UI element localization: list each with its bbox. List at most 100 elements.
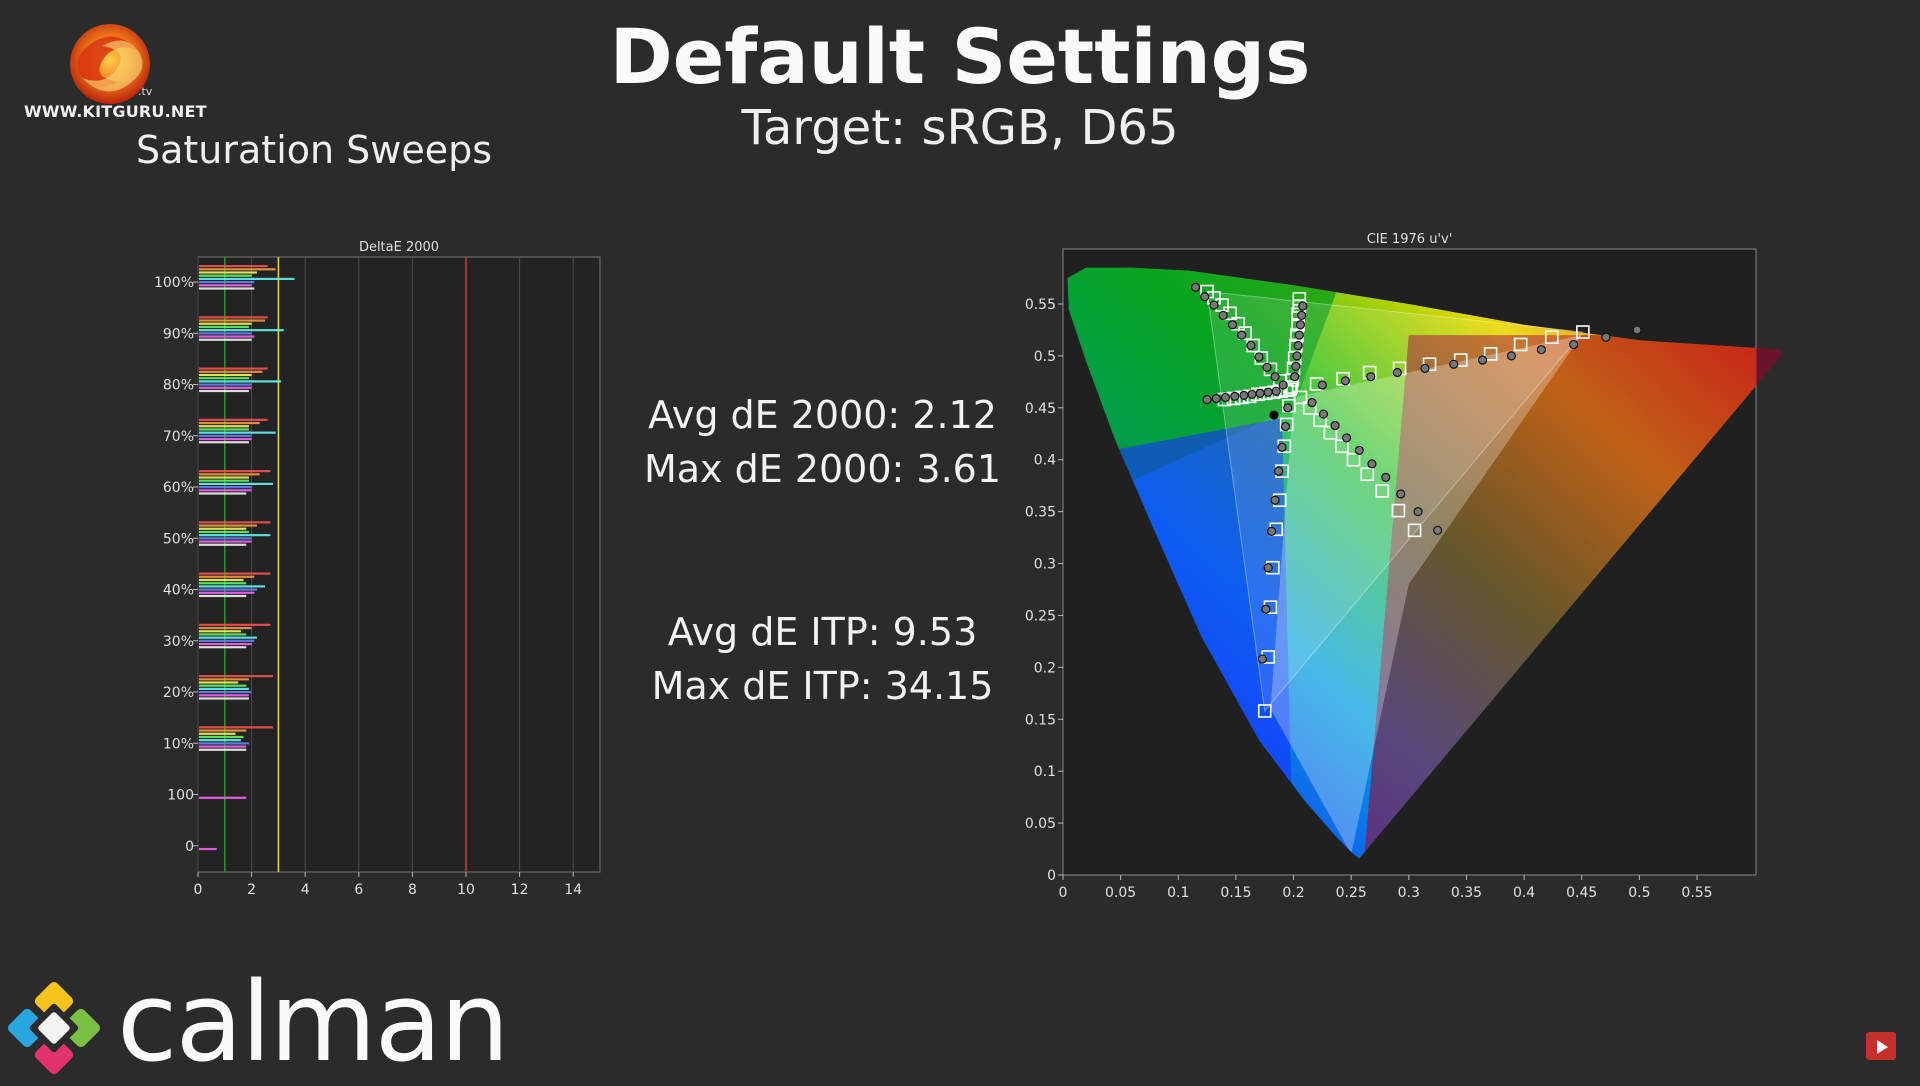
- cie-measured-point: [1271, 386, 1281, 396]
- cie-target-square: [1576, 325, 1590, 339]
- deltae-bar: [199, 470, 271, 473]
- deltae-group-label: 100: [167, 788, 194, 804]
- deltae-bar: [199, 623, 271, 626]
- cie-measured-point: [1218, 310, 1228, 321]
- deltae-bar: [199, 434, 252, 437]
- page-title: Default Settings: [609, 12, 1311, 101]
- deltae-bar: [199, 274, 252, 277]
- deltae-group-label: 80%: [163, 378, 194, 394]
- calman-wordmark: calman: [117, 958, 510, 1086]
- cie-measured-point: [1270, 372, 1280, 382]
- kitguru-logo: [70, 24, 150, 104]
- deltae-bar: [199, 636, 257, 639]
- cie-measured-point: [1396, 489, 1406, 499]
- deltae-bar: [199, 684, 247, 687]
- deltae-bar: [199, 284, 252, 287]
- deltae-bar: [199, 591, 255, 594]
- deltae-bar: [199, 732, 236, 735]
- cie-white-region: [1270, 335, 1582, 855]
- deltae-group-label: 60%: [163, 480, 194, 496]
- cie-measured-point: [1211, 393, 1221, 404]
- deltae-bar: [199, 380, 282, 383]
- cie-target-square: [1544, 330, 1559, 345]
- cie-measured-point: [1433, 525, 1443, 535]
- cie-measured-point: [1283, 403, 1293, 413]
- deltae-bar: [199, 594, 247, 598]
- deltae-bar: [199, 582, 247, 585]
- cie-measured-point: [1506, 351, 1517, 361]
- cie-measured-point: [1354, 445, 1364, 455]
- cie-target-square: [1483, 347, 1498, 361]
- cie-measured-point: [1295, 320, 1306, 330]
- cie-measured-point: [1291, 361, 1301, 371]
- deltae-bar: [199, 329, 284, 332]
- cie-measured-point: [1330, 420, 1340, 431]
- cie-target-square: [1513, 337, 1528, 352]
- cie-target-square: [1360, 467, 1375, 482]
- deltae-group-label: 0: [185, 839, 194, 855]
- deltae-bar: [199, 530, 249, 534]
- cie-x-tick-label: 0.3: [1398, 885, 1420, 901]
- cie-measured-point: [1255, 388, 1265, 398]
- deltae-bar: [199, 739, 241, 742]
- deltae-bar: [199, 796, 247, 799]
- cie-x-tick-label: 0.5: [1628, 885, 1650, 901]
- logo-url: WWW.KITGURU.NET: [24, 102, 207, 121]
- cie-x-tick-label: 0: [1059, 885, 1068, 901]
- deltae-bar: [199, 386, 252, 389]
- deltae-bar: [199, 748, 247, 751]
- deltae-group-label: 10%: [163, 736, 194, 752]
- cie-measured-point: [1227, 320, 1238, 330]
- cie-measured-point: [1220, 392, 1231, 403]
- deltae-bar: [199, 389, 249, 393]
- deltae-bar: [199, 265, 268, 268]
- cie-measured-point: [1257, 654, 1268, 664]
- deltae-bar: [199, 575, 255, 578]
- cie-measured-point: [1273, 466, 1284, 476]
- deltae-bar: [199, 437, 252, 441]
- max-de2000-stat: Max dE 2000: 3.61: [643, 447, 1002, 491]
- cie-chart-title: CIE 1976 u'v': [1367, 232, 1453, 247]
- cie-measured-point: [1297, 310, 1307, 321]
- cie-measured-point: [1367, 459, 1377, 469]
- cie-measured-point: [1280, 421, 1291, 432]
- deltae-group-label: 50%: [163, 531, 194, 547]
- cie-target-square: [1391, 503, 1406, 518]
- deltae-bar: [199, 482, 274, 485]
- deltae-bar: [199, 316, 268, 319]
- deltae-bar: [199, 642, 252, 646]
- play-icon: [1877, 1040, 1888, 1054]
- cie-measured-point: [1294, 330, 1304, 340]
- cie-x-tick-label: 0.45: [1566, 885, 1597, 901]
- deltae-group-label: 40%: [163, 583, 194, 599]
- deltae-group-label: 30%: [163, 634, 194, 650]
- deltae-bar: [199, 543, 247, 546]
- cie-measured-point: [1449, 359, 1459, 369]
- deltae-bar: [199, 633, 247, 636]
- deltae-bar: [199, 691, 252, 694]
- cie-measured-point: [1341, 433, 1352, 443]
- deltae-bar: [199, 735, 244, 739]
- cie-y-tick-label: 0.45: [1025, 401, 1056, 417]
- cie-measured-point: [1277, 442, 1287, 452]
- cie-target-square: [1375, 484, 1390, 498]
- deltae-bar: [199, 377, 249, 380]
- cie-x-tick-label: 0.4: [1513, 885, 1535, 901]
- cie-measured-point: [1477, 355, 1488, 365]
- deltae-bar: [199, 421, 260, 425]
- deltae-bar: [199, 373, 252, 377]
- cie-y-tick-label: 0.55: [1025, 297, 1056, 313]
- deltae-bar: [199, 281, 255, 284]
- cie-measured-point: [1237, 330, 1247, 340]
- cie-measured-point: [1263, 387, 1273, 397]
- cie-measured-point: [1392, 367, 1402, 378]
- cie-y-tick-label: 0.25: [1025, 608, 1056, 624]
- cie-measured-point: [1263, 563, 1273, 573]
- deltae-bar: [199, 338, 252, 341]
- cie-x-tick-label: 0.25: [1336, 885, 1367, 901]
- cie-measured-point: [1209, 300, 1219, 310]
- cie-measured-point: [1230, 391, 1240, 401]
- cie-measured-point: [1317, 380, 1327, 390]
- deltae-x-tick-label: 12: [511, 882, 529, 898]
- cie-target-square: [1293, 390, 1308, 405]
